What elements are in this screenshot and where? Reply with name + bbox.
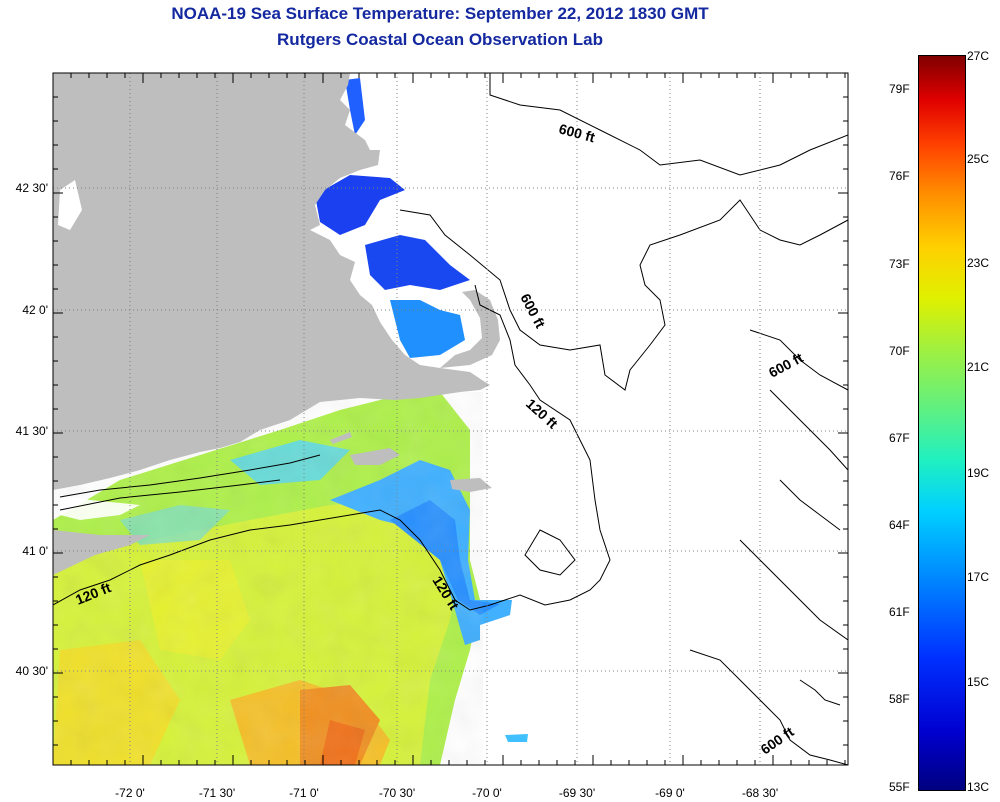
f-label: 58F	[889, 692, 910, 706]
lat-tick-label: 42 0'	[22, 303, 48, 317]
lon-tick-label: -72 0'	[115, 786, 145, 800]
lon-tick-label: -69 0'	[655, 786, 685, 800]
c-label: 13C	[967, 780, 990, 794]
axis-ticks	[52, 72, 848, 765]
lon-tick-label: -70 0'	[472, 786, 502, 800]
c-label: 19C	[967, 466, 990, 480]
land-marthas-vineyard	[350, 448, 400, 465]
bathymetry-contours	[53, 73, 848, 765]
c-label: 27C	[967, 49, 990, 63]
land-long-island	[53, 530, 150, 575]
c-label: 25C	[967, 152, 990, 166]
f-label: 67F	[889, 431, 910, 445]
c-label: 17C	[967, 570, 990, 584]
map-subtitle: Rutgers Coastal Ocean Observation Lab	[277, 30, 603, 49]
temperature-colorbar	[918, 55, 966, 791]
lat-tick-label: 41 0'	[22, 544, 48, 558]
f-label: 76F	[889, 169, 910, 183]
lon-tick-label: -68 30'	[742, 786, 778, 800]
lon-tick-label: -70 30'	[379, 786, 415, 800]
longitude-axis: -72 0' -71 30' -71 0' -70 30' -70 0' -69…	[115, 786, 778, 800]
f-label: 55F	[889, 780, 910, 794]
c-label: 21C	[967, 360, 990, 374]
plot-frame	[52, 72, 849, 766]
f-label: 73F	[889, 257, 910, 271]
lon-tick-label: -71 0'	[289, 786, 319, 800]
land-mainland	[53, 73, 490, 490]
land-elizabeth-islands	[330, 432, 352, 444]
f-label: 79F	[889, 82, 910, 96]
c-label: 15C	[967, 675, 990, 689]
lat-tick-label: 40 30'	[16, 664, 48, 678]
lon-tick-label: -71 30'	[199, 786, 235, 800]
map-title: NOAA-19 Sea Surface Temperature: Septemb…	[171, 4, 709, 23]
lat-tick-label: 41 30'	[16, 424, 48, 438]
f-label: 61F	[889, 605, 910, 619]
lon-tick-label: -69 30'	[559, 786, 595, 800]
f-label: 70F	[889, 344, 910, 358]
f-label: 64F	[889, 518, 910, 532]
graticule	[53, 73, 848, 765]
latitude-axis: 42 30' 42 0' 41 30' 41 0' 40 30'	[16, 181, 48, 678]
lat-tick-label: 42 30'	[16, 181, 48, 195]
land-nantucket	[450, 478, 492, 492]
c-label: 23C	[967, 256, 990, 270]
